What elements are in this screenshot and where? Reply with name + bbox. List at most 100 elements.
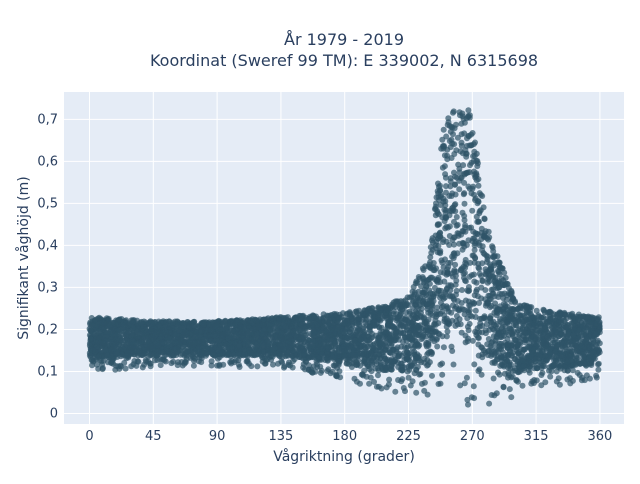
scatter-point bbox=[364, 374, 370, 380]
scatter-point bbox=[517, 339, 523, 345]
scatter-point bbox=[448, 144, 454, 150]
scatter-point bbox=[298, 316, 304, 322]
scatter-point bbox=[413, 390, 419, 396]
scatter-point bbox=[448, 137, 454, 143]
scatter-point bbox=[438, 269, 444, 275]
scatter-point bbox=[100, 365, 106, 371]
scatter-point bbox=[461, 191, 467, 197]
scatter-point bbox=[119, 338, 125, 344]
scatter-point bbox=[503, 319, 509, 325]
scatter-point bbox=[516, 332, 522, 338]
scatter-point bbox=[328, 332, 334, 338]
scatter-point bbox=[471, 383, 477, 389]
scatter-point bbox=[474, 163, 480, 169]
scatter-point bbox=[134, 329, 140, 335]
scatter-point bbox=[526, 354, 532, 360]
scatter-point bbox=[453, 273, 459, 279]
scatter-point bbox=[480, 278, 486, 284]
scatter-point bbox=[104, 330, 110, 336]
scatter-point bbox=[87, 327, 93, 333]
scatter-point bbox=[168, 360, 174, 366]
scatter-point bbox=[163, 319, 169, 325]
scatter-point bbox=[513, 378, 519, 384]
scatter-point bbox=[296, 348, 302, 354]
scatter-point bbox=[337, 374, 343, 380]
scatter-point bbox=[399, 368, 405, 374]
scatter-point bbox=[441, 344, 447, 350]
scatter-point bbox=[377, 307, 383, 313]
scatter-point bbox=[439, 257, 445, 263]
scatter-point bbox=[391, 308, 397, 314]
scatter-point bbox=[503, 328, 509, 334]
scatter-point bbox=[479, 372, 485, 378]
scatter-point bbox=[141, 362, 147, 368]
scatter-point bbox=[487, 261, 493, 267]
scatter-point bbox=[567, 380, 573, 386]
scatter-point bbox=[437, 362, 443, 368]
scatter-point bbox=[469, 208, 475, 214]
scatter-point bbox=[254, 363, 260, 369]
scatter-point bbox=[124, 350, 130, 356]
scatter-point bbox=[449, 205, 455, 211]
scatter-point bbox=[449, 348, 455, 354]
scatter-point bbox=[478, 285, 484, 291]
scatter-point bbox=[276, 317, 282, 323]
scatter-point bbox=[442, 152, 448, 158]
scatter-point bbox=[368, 358, 374, 364]
scatter-point bbox=[453, 147, 459, 153]
scatter-point bbox=[413, 341, 419, 347]
scatter-point bbox=[378, 332, 384, 338]
scatter-point bbox=[320, 325, 326, 331]
scatter-point bbox=[429, 350, 435, 356]
scatter-point bbox=[538, 382, 544, 388]
scatter-point bbox=[476, 183, 482, 189]
scatter-point bbox=[595, 361, 601, 367]
scatter-point bbox=[425, 292, 431, 298]
scatter-point bbox=[459, 330, 465, 336]
scatter-point bbox=[209, 358, 215, 364]
scatter-point bbox=[451, 362, 457, 368]
scatter-point bbox=[395, 315, 401, 321]
scatter-point bbox=[131, 358, 137, 364]
scatter-point bbox=[536, 314, 542, 320]
scatter-point bbox=[354, 379, 360, 385]
scatter-point bbox=[361, 357, 367, 363]
scatter-point bbox=[236, 362, 242, 368]
scatter-point bbox=[497, 372, 503, 378]
scatter-point bbox=[597, 340, 603, 346]
scatter-point bbox=[564, 324, 570, 330]
scatter-point bbox=[479, 193, 485, 199]
scatter-point bbox=[560, 353, 566, 359]
scatter-point bbox=[520, 383, 526, 389]
scatter-point bbox=[306, 362, 312, 368]
scatter-point bbox=[461, 275, 467, 281]
scatter-point bbox=[572, 325, 578, 331]
scatter-point bbox=[512, 337, 518, 343]
scatter-point bbox=[466, 284, 472, 290]
scatter-point bbox=[538, 372, 544, 378]
scatter-point bbox=[509, 352, 515, 358]
scatter-point bbox=[444, 239, 450, 245]
scatter-point bbox=[571, 362, 577, 368]
scatter-point bbox=[302, 326, 308, 332]
scatter-point bbox=[534, 328, 540, 334]
scatter-point bbox=[265, 352, 271, 358]
scatter-point bbox=[498, 344, 504, 350]
scatter-point bbox=[92, 317, 98, 323]
scatter-point bbox=[496, 260, 502, 266]
scatter-point bbox=[453, 292, 459, 298]
scatter-point bbox=[478, 344, 484, 350]
scatter-point bbox=[585, 326, 591, 332]
scatter-point bbox=[436, 194, 442, 200]
scatter-point bbox=[476, 353, 482, 359]
scatter-point bbox=[589, 321, 595, 327]
scatter-point bbox=[488, 353, 494, 359]
scatter-point bbox=[546, 309, 552, 315]
scatter-point bbox=[464, 242, 470, 248]
scatter-point bbox=[547, 346, 553, 352]
scatter-point bbox=[366, 366, 372, 372]
scatter-point bbox=[441, 127, 447, 133]
scatter-point bbox=[410, 305, 416, 311]
scatter-point bbox=[408, 383, 414, 389]
scatter-point bbox=[477, 208, 483, 214]
